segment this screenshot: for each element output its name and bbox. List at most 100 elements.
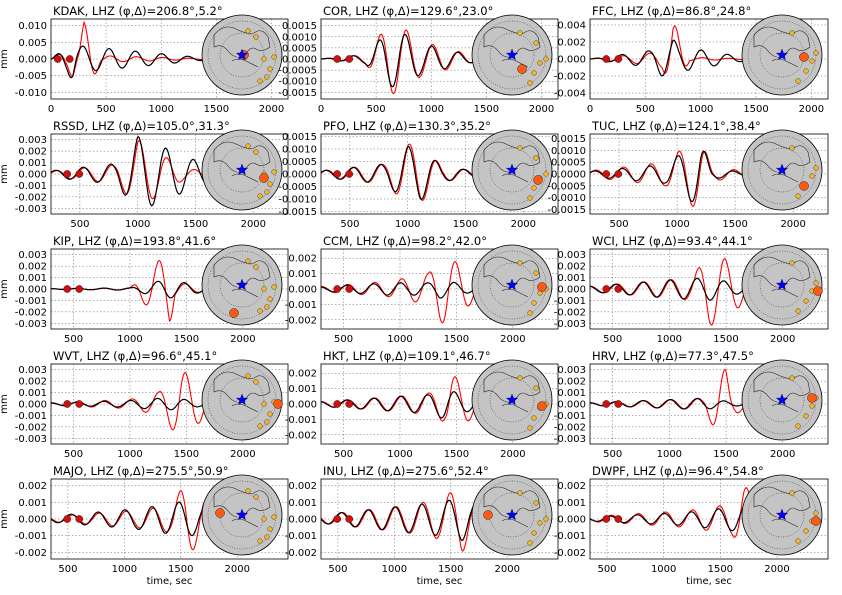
x-tick-label: 1500 (722, 219, 747, 230)
y-tick-label: -0.0005 (547, 181, 586, 192)
x-tick-label: 1000 (117, 449, 142, 460)
y-tick-label: 0.002 (288, 481, 317, 492)
y-tick-label: -0.001 (554, 411, 586, 422)
coastline (753, 371, 811, 403)
x-tick-label: 1000 (419, 104, 444, 115)
selected-station-marker (533, 175, 543, 185)
station-marker (803, 528, 809, 534)
x-tick-label: 1000 (657, 334, 682, 345)
x-tick-label: 1500 (743, 104, 768, 115)
y-tick-label: -0.0005 (278, 66, 317, 77)
subplot-title: MAJO, LHZ (φ,Δ)=275.5°,50.9° (53, 464, 229, 478)
phase-marker (333, 170, 342, 178)
selected-station-marker (517, 64, 527, 74)
coastline (771, 518, 799, 528)
phase-marker (614, 515, 623, 523)
station-marker (517, 145, 523, 151)
phase-marker (345, 170, 354, 178)
x-tick-label: 1500 (444, 449, 469, 460)
selected-station-marker (483, 510, 493, 520)
y-tick-label: -0.004 (554, 89, 586, 100)
x-tick-label: 500 (328, 564, 347, 575)
y-tick-label: 0.0005 (282, 157, 317, 168)
subplot-ccm: 500 1000 1500 2000 0.002 0.001 0.000 -0.001 -0.0… (285, 234, 559, 345)
y-tick-label: -0.003 (554, 434, 586, 445)
axes-frame (589, 248, 829, 330)
station-marker (257, 423, 263, 429)
y-tick-label: 0.000 (18, 55, 47, 66)
coastline (771, 58, 799, 68)
station-marker (261, 401, 267, 407)
y-tick-label: 0.000 (288, 285, 317, 296)
phase-marker (63, 285, 72, 293)
y-tick-label: 0.000 (18, 400, 47, 411)
station-marker (267, 66, 273, 72)
subplot-title: TUC, LHZ (φ,Δ)=124.1°,38.4° (591, 119, 761, 133)
subplot-wci: 500 1000 1500 20000.0030.0020.0010.000-0.00… (554, 234, 829, 345)
coastline (213, 256, 271, 288)
y-tick-label: 0.000 (557, 515, 586, 526)
station-marker (253, 494, 259, 500)
y-tick-label: -0.002 (554, 72, 586, 83)
epicenter-star-icon (235, 48, 249, 61)
station-marker (803, 68, 809, 74)
coastline (501, 518, 529, 528)
y-tick-label: 0.004 (557, 20, 586, 31)
epicenter-star-icon (235, 393, 249, 406)
axes-frame (589, 18, 829, 100)
station-marker (261, 56, 267, 62)
globe-gridline (759, 262, 805, 308)
epicenter-star-icon (775, 278, 789, 291)
station-marker (533, 40, 539, 46)
globe-gridline (759, 147, 805, 193)
x-tick-label: 2000 (230, 334, 255, 345)
x-tick-label: 2000 (500, 334, 525, 345)
epicenter-star-icon (505, 508, 519, 521)
coastline (483, 256, 541, 288)
axes-frame (320, 363, 559, 445)
x-tick-label: 1000 (117, 334, 142, 345)
y-tick-label: 0.005 (18, 38, 47, 49)
epicenter-star-icon (505, 278, 519, 291)
subplot-inu: 500 1000 1500 2000 0.002 0.001 0.000 -0.001 -0.0… (285, 464, 559, 587)
y-tick-label: 0.003 (557, 250, 586, 261)
subplot-title: WCI, LHZ (φ,Δ)=93.4°,44.1° (592, 234, 753, 248)
x-tick-label: 500 (64, 334, 83, 345)
globe-gridline (477, 135, 547, 205)
station-marker (527, 195, 533, 201)
station-marker (245, 28, 251, 34)
globe-gridline (219, 32, 265, 78)
y-tick-label: 0.002 (18, 147, 47, 158)
axes-frame (589, 133, 829, 215)
subplot-title: HKT, LHZ (φ,Δ)=109.1°,46.7° (323, 349, 491, 363)
station-marker (271, 514, 277, 520)
selected-station-marker (813, 286, 823, 296)
subplot-title: INU, LHZ (φ,Δ)=275.6°,52.4° (323, 464, 489, 478)
y-tick-label: -0.003 (15, 204, 47, 215)
station-marker (537, 60, 543, 66)
globe-gridline (207, 135, 277, 205)
station-marker (267, 296, 273, 302)
axes-frame (50, 133, 289, 215)
station-marker (543, 516, 549, 522)
selected-station-marker (229, 308, 239, 318)
x-tick-label: 2000 (780, 219, 805, 230)
epicenter-star-icon (775, 508, 789, 521)
subplot-title: KIP, LHZ (φ,Δ)=193.8°,41.6° (53, 234, 216, 248)
coastline (753, 141, 811, 173)
globe-gridline (219, 377, 265, 423)
station-marker (253, 264, 259, 270)
station-marker (264, 534, 270, 540)
y-tick-label: 0.000 (18, 285, 47, 296)
selected-station-marker (259, 173, 269, 183)
station-marker (271, 54, 277, 60)
y-tick-label: 0.001 (557, 388, 586, 399)
x-tick-label: 500 (97, 104, 116, 115)
station-marker (517, 490, 523, 496)
y-tick-label: -0.001 (554, 531, 586, 542)
y-tick-label: -0.0015 (278, 88, 317, 99)
globe-gridline (219, 492, 265, 538)
station-marker (809, 58, 815, 64)
station-marker (789, 375, 795, 381)
observed-trace (51, 135, 265, 207)
